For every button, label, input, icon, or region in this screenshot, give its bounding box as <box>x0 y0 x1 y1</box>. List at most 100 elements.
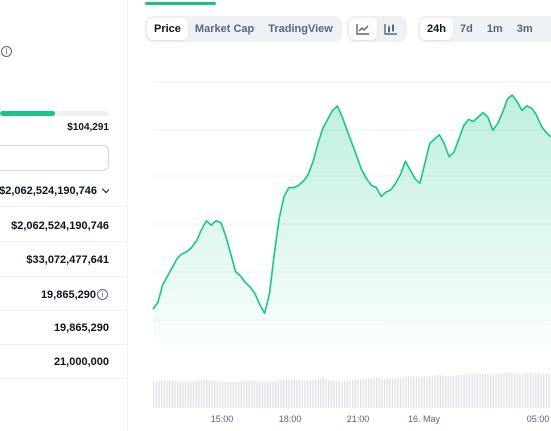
stats-panel: i $104,291 $2,062,524,190,746 $2,062,524… <box>0 0 128 431</box>
volume-bar <box>423 376 425 408</box>
volume-bar <box>497 374 500 408</box>
volume-bar <box>458 375 460 408</box>
line-chart-icon[interactable] <box>349 18 377 40</box>
volume-bar <box>452 375 455 408</box>
volume-bar <box>280 380 282 408</box>
time-range-tabs: 24h 7d 1m 3m <box>418 16 551 42</box>
volume-bar <box>240 381 242 408</box>
volume-bar <box>275 380 277 408</box>
market-cap-value: $2,062,524,190,746 <box>0 185 97 197</box>
volume-bar <box>261 381 264 408</box>
volume-bar <box>312 379 314 408</box>
volume-bar <box>155 381 158 408</box>
volume-bar <box>529 372 532 408</box>
volume-bar <box>161 380 163 408</box>
volume-bar <box>248 380 250 408</box>
volume-bar <box>264 381 266 408</box>
volume-bar <box>511 372 513 408</box>
volume-bar <box>532 373 534 408</box>
volume-bar <box>360 379 362 408</box>
volume-bar <box>304 380 306 408</box>
volume-bar <box>237 381 240 408</box>
volume-bar <box>378 377 380 408</box>
volume-bar <box>362 378 364 408</box>
volume-bar <box>370 377 372 408</box>
candlestick-icon[interactable] <box>377 18 405 40</box>
volume-bar <box>394 378 396 408</box>
volume-bar <box>293 379 295 408</box>
tab-tradingview[interactable]: TradingView <box>268 23 333 35</box>
range-select-input[interactable] <box>0 145 109 171</box>
volume-bar <box>317 379 319 408</box>
volume-bar <box>243 380 245 408</box>
volume-bar <box>468 374 471 408</box>
tab-price[interactable]: Price <box>147 18 188 40</box>
volume-bar <box>341 381 343 408</box>
volume-bar <box>306 380 309 408</box>
volume-bar <box>176 381 179 408</box>
volume-bar <box>397 378 399 408</box>
volume-bar <box>227 382 229 408</box>
tab-market-cap[interactable]: Market Cap <box>194 23 255 35</box>
total-supply-value: 19,865,290 <box>53 322 109 334</box>
volume-bar <box>277 380 280 408</box>
volume-bar <box>333 380 335 408</box>
volume-bar <box>492 374 494 408</box>
volume-bar <box>190 381 192 408</box>
tab-range-7d[interactable]: 7d <box>459 23 473 35</box>
volume-bar <box>182 381 184 408</box>
volume-bar <box>460 374 463 408</box>
volume-bar <box>543 374 545 408</box>
volume-bar <box>375 377 378 408</box>
volume-bar <box>267 381 269 408</box>
volume-bar <box>399 377 402 408</box>
volume-bar <box>545 374 548 408</box>
volume-bar <box>232 382 234 408</box>
volume-bar <box>245 380 248 408</box>
volume-bar <box>421 377 423 408</box>
volume-bar <box>174 380 176 408</box>
volume-bar <box>344 381 346 408</box>
volume-bar <box>537 373 540 408</box>
tab-range-1m[interactable]: 1m <box>486 23 503 35</box>
volume-bar <box>471 374 473 408</box>
tab-range-3m[interactable]: 3m <box>516 23 533 35</box>
volume-bar <box>474 374 476 408</box>
volume-bar <box>357 379 359 408</box>
volume-bar <box>439 375 441 408</box>
volume-bar <box>320 378 322 408</box>
volume-bar <box>407 376 410 408</box>
volume-bar <box>301 380 303 408</box>
volume-bar <box>476 373 479 408</box>
volume-bar <box>389 378 391 408</box>
market-cap-row[interactable]: $2,062,524,190,746 <box>0 185 109 197</box>
volume-bar <box>535 373 537 408</box>
info-icon[interactable]: i <box>97 289 108 300</box>
circulating-supply-row: 19,865,290 <box>0 289 96 301</box>
volume-bar <box>487 374 489 408</box>
volume-bar <box>198 380 200 408</box>
divider <box>0 206 128 207</box>
volume-bar <box>527 372 529 408</box>
info-icon[interactable]: i <box>1 46 12 57</box>
volume-bar <box>415 377 418 408</box>
divider <box>0 241 128 242</box>
volume-bar <box>195 381 197 408</box>
volume-bar <box>455 375 457 408</box>
volume-bar <box>426 376 428 408</box>
volume-bar <box>179 381 181 408</box>
volume-bar <box>349 380 351 408</box>
volume-bar <box>381 378 383 408</box>
volume-bar <box>322 378 325 408</box>
tab-range-24h[interactable]: 24h <box>420 18 453 40</box>
divider <box>0 310 128 311</box>
volume-bar <box>500 373 502 408</box>
divider <box>0 276 128 277</box>
volume-bar <box>508 372 510 408</box>
volume-bar <box>253 381 256 408</box>
volume-bar <box>192 381 195 408</box>
volume-bar <box>434 375 436 408</box>
volume-bar <box>336 381 338 408</box>
chart-style-tabs <box>347 16 407 42</box>
